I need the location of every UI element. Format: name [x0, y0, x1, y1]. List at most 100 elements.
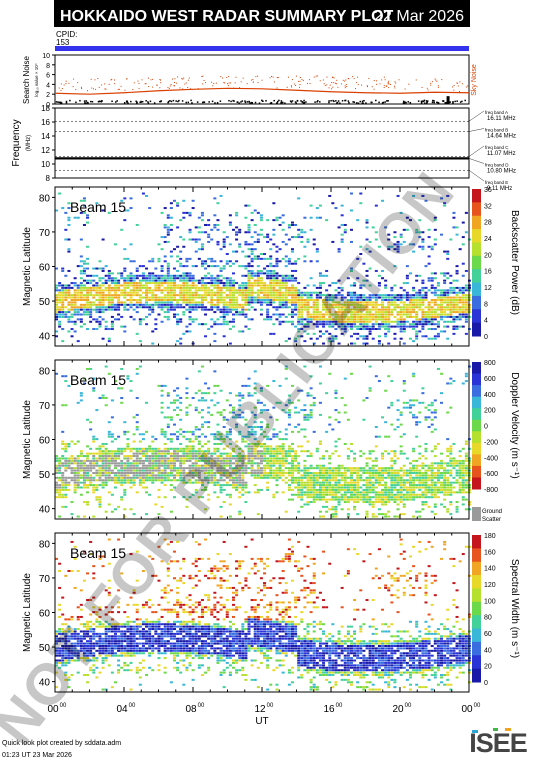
scatter-cell — [191, 320, 195, 323]
scatter-cell — [328, 296, 332, 299]
scatter-cell — [82, 197, 86, 200]
scatter-cell — [278, 274, 282, 277]
noise-dot — [277, 77, 279, 79]
scatter-cell — [104, 510, 108, 513]
scatter-cell — [135, 426, 139, 429]
scatter-cell — [384, 318, 388, 321]
scatter-cell — [272, 233, 276, 236]
scatter-cell — [418, 236, 422, 239]
scatter-cell — [250, 286, 254, 289]
scatter-cell — [222, 459, 226, 462]
scatter-cell — [228, 303, 232, 306]
scatter-cell — [101, 298, 105, 301]
noise-dot — [298, 86, 300, 88]
scatter-cell — [408, 219, 412, 222]
scatter-cell — [129, 294, 133, 297]
ground-scatter-cell — [113, 471, 117, 474]
scatter-cell — [79, 306, 83, 309]
scatter-cell — [98, 301, 102, 304]
scatter-cell — [421, 311, 425, 314]
scatter-cell — [123, 515, 127, 518]
ground-scatter-cell — [157, 459, 161, 462]
ground-scatter-cell — [92, 471, 96, 474]
scatter-cell — [269, 476, 273, 479]
scatter-cell — [238, 394, 242, 397]
noise-dot — [156, 84, 158, 86]
scatter-cell — [415, 337, 419, 340]
scatter-cell — [365, 279, 369, 282]
scatter-cell — [238, 467, 242, 470]
scatter-cell — [126, 447, 130, 450]
scatter-cell — [343, 484, 347, 487]
scatter-cell — [126, 375, 130, 378]
scatter-cell — [145, 459, 149, 462]
scatter-cell — [67, 202, 71, 205]
ground-scatter-cell — [61, 471, 65, 474]
scatter-cell — [194, 250, 198, 253]
scatter-cell — [219, 484, 223, 487]
scatter-cell — [89, 315, 93, 318]
scatter-cell — [86, 214, 90, 217]
scatter-cell — [443, 320, 447, 323]
scatter-cell — [309, 409, 313, 412]
scatter-cell — [452, 308, 456, 311]
noise-dot — [430, 82, 432, 84]
scatter-cell — [204, 450, 208, 453]
scatter-cell — [424, 311, 428, 314]
scatter-cell — [303, 340, 307, 343]
scatter-cell — [166, 315, 170, 318]
scatter-cell — [145, 315, 149, 318]
scatter-cell — [430, 323, 434, 326]
scatter-cell — [247, 296, 251, 299]
scatter-cell — [256, 274, 260, 277]
scatter-cell — [238, 399, 242, 402]
scatter-cell — [101, 484, 105, 487]
scatter-cell — [281, 228, 285, 231]
scatter-cell — [343, 501, 347, 504]
scatter-cell — [284, 377, 288, 380]
scatter-cell — [210, 291, 214, 294]
scatter-cell — [120, 479, 124, 482]
scatter-cell — [241, 296, 245, 299]
ground-scatter-cell — [73, 481, 77, 484]
scatter-cell — [309, 476, 313, 479]
noise-dot — [395, 82, 397, 84]
scatter-cell — [284, 367, 288, 370]
scatter-cell — [95, 462, 99, 465]
scatter-cell — [269, 269, 273, 272]
scatter-cell — [238, 306, 242, 309]
noise-dot — [437, 86, 439, 88]
scatter-cell — [244, 418, 248, 421]
scatter-cell — [306, 467, 310, 470]
scatter-cell — [421, 279, 425, 282]
noise-dot — [287, 76, 289, 78]
ground-scatter-cell — [82, 481, 86, 484]
scatter-cell — [368, 332, 372, 335]
scatter-cell — [188, 438, 192, 441]
scatter-cell — [169, 294, 173, 297]
ground-scatter-cell — [86, 464, 90, 467]
scatter-cell — [331, 337, 335, 340]
scatter-cell — [297, 315, 301, 318]
scatter-cell — [117, 298, 121, 301]
scatter-cell — [306, 318, 310, 321]
scatter-cell — [353, 332, 357, 335]
scatter-cell — [176, 204, 180, 207]
search-noise-dot — [348, 101, 350, 104]
ground-scatter-cell — [82, 474, 86, 477]
scatter-cell — [200, 279, 204, 282]
scatter-cell — [266, 313, 270, 316]
noise-dot — [81, 88, 83, 90]
scatter-cell — [86, 221, 90, 224]
scatter-cell — [182, 294, 186, 297]
scatter-cell — [79, 211, 83, 214]
ground-scatter-cell — [204, 469, 208, 472]
scatter-cell — [309, 471, 313, 474]
scatter-cell — [318, 284, 322, 287]
scatter-cell — [325, 311, 329, 314]
scatter-cell — [353, 301, 357, 304]
scatter-cell — [381, 306, 385, 309]
scatter-cell — [138, 298, 142, 301]
noise-dot — [313, 76, 315, 78]
scatter-cell — [275, 450, 279, 453]
